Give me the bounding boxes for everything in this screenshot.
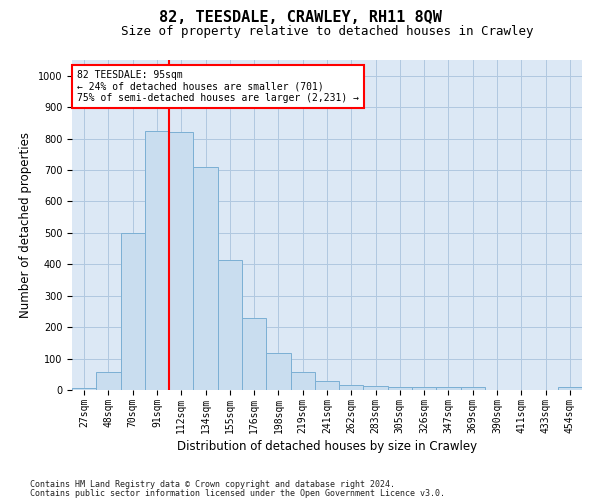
Bar <box>339 386 364 390</box>
Bar <box>193 167 218 390</box>
Text: Contains public sector information licensed under the Open Government Licence v3: Contains public sector information licen… <box>30 488 445 498</box>
Bar <box>72 388 96 390</box>
Y-axis label: Number of detached properties: Number of detached properties <box>19 132 32 318</box>
Bar <box>290 372 315 390</box>
Bar <box>388 387 412 390</box>
Bar <box>412 387 436 390</box>
Bar <box>461 388 485 390</box>
Title: Size of property relative to detached houses in Crawley: Size of property relative to detached ho… <box>121 25 533 38</box>
Bar <box>121 233 145 390</box>
Bar <box>364 386 388 390</box>
Bar <box>436 387 461 390</box>
Text: 82, TEESDALE, CRAWLEY, RH11 8QW: 82, TEESDALE, CRAWLEY, RH11 8QW <box>158 10 442 25</box>
X-axis label: Distribution of detached houses by size in Crawley: Distribution of detached houses by size … <box>177 440 477 453</box>
Bar <box>145 130 169 390</box>
Text: 82 TEESDALE: 95sqm
← 24% of detached houses are smaller (701)
75% of semi-detach: 82 TEESDALE: 95sqm ← 24% of detached hou… <box>77 70 359 103</box>
Bar <box>218 260 242 390</box>
Bar <box>169 132 193 390</box>
Bar <box>266 353 290 390</box>
Bar <box>558 388 582 390</box>
Bar <box>96 372 121 390</box>
Bar <box>315 380 339 390</box>
Text: Contains HM Land Registry data © Crown copyright and database right 2024.: Contains HM Land Registry data © Crown c… <box>30 480 395 489</box>
Bar <box>242 318 266 390</box>
